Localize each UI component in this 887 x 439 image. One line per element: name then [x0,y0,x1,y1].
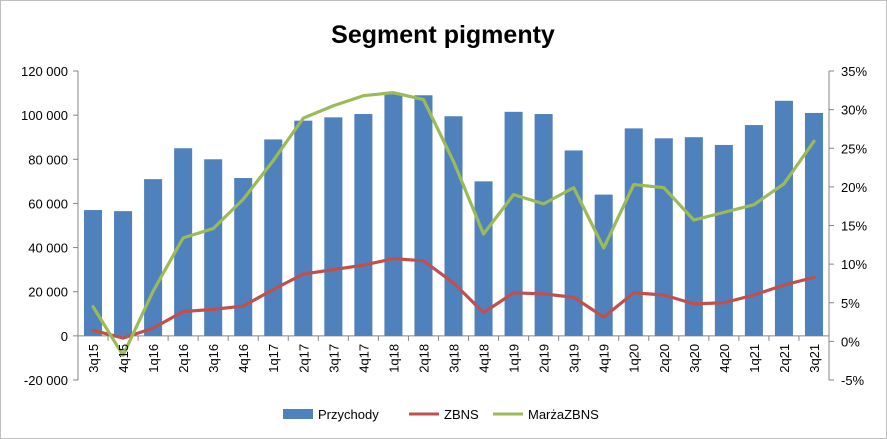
bar-przychody [714,144,733,336]
legend-swatch-przychody [283,409,313,419]
x-category-label: 3q17 [326,344,341,373]
y-right-tick-label: 15% [841,219,867,234]
y-left-tick-label: -20 000 [24,373,68,388]
x-category-label: 1q18 [386,344,401,373]
bar-przychody [144,179,163,336]
x-category-label: 4q16 [236,344,251,373]
y-left-tick-label: 120 000 [21,64,68,79]
x-axis-labels: 3q15 4q15 1q16 2q16 3q16 4q16 1q17 2q17 3q17 4q17… [86,344,822,373]
chart-title: Segment pigmenty [331,21,555,49]
legend-label-przychody: Przychody [318,407,379,422]
bar-przychody [174,148,193,336]
y-right-tick-label: 25% [841,141,867,156]
y-left-tick-label: 80 000 [28,152,68,167]
legend-label-mar-azbns: MarżaZBNS [528,407,599,422]
bar-przychody [594,194,613,336]
x-category-label: 4q17 [356,344,371,373]
bar-przychody [774,100,793,336]
bar-przychody [354,114,373,336]
axes: -20 000 0 20 000 40 000 60 000 80 000 100 000 1… [21,64,867,388]
x-category-label: 2q16 [176,344,191,373]
bar-przychody [564,150,583,336]
line-zbns [91,257,816,340]
y-right-tick-label: 10% [841,257,867,272]
bar-przychody [804,112,823,336]
y-left-tick-label: 0 [61,329,68,344]
x-category-label: 2q21 [777,344,792,373]
x-category-label: 1q16 [146,344,161,373]
bar-przychody [504,111,523,336]
bar-przychody [684,137,703,336]
x-category-label: 3q15 [86,344,101,373]
x-category-label: 1q20 [627,344,642,373]
y-left-tick-label: 40 000 [28,241,68,256]
bar-przychody [534,114,553,336]
y-right-tick-label: 20% [841,180,867,195]
y-right-tick-label: -5% [841,373,865,388]
x-category-label: 1q17 [266,344,281,373]
y-left-tick-label: 100 000 [21,108,68,123]
bar-przychody [294,120,313,336]
x-category-label: 2q17 [296,344,311,373]
bar-series-group [84,94,823,336]
y-right-tick-label: 5% [841,296,860,311]
x-category-label: 1q21 [747,344,762,373]
y-right-tick-label: 0% [841,334,860,349]
bar-przychody [204,159,223,336]
bar-przychody [324,117,343,336]
x-category-label: 2q19 [537,344,552,373]
y-right-tick-label: 30% [841,103,867,118]
bar-przychody [384,94,403,336]
legend-label-zbns: ZBNS [444,407,479,422]
line-mar-azbns [91,91,816,357]
bar-przychody [624,128,643,336]
bar-przychody [654,138,673,336]
bar-przychody [84,210,103,336]
x-category-label: 4q18 [477,344,492,373]
y-left-tick-label: 20 000 [28,285,68,300]
x-category-label: 4q15 [116,344,131,373]
x-category-label: 1q19 [507,344,522,373]
x-category-label: 2q18 [416,344,431,373]
x-category-label: 3q16 [206,344,221,373]
line-series-group [91,91,816,357]
x-category-label: 2q20 [657,344,672,373]
bar-przychody [744,125,763,336]
x-category-label: 4q19 [597,344,612,373]
x-category-label: 3q21 [807,344,822,373]
y-left-tick-label: 60 000 [28,196,68,211]
bar-przychody [414,95,433,336]
bar-przychody [234,178,253,336]
x-category-label: 4q20 [717,344,732,373]
x-category-label: 3q19 [567,344,582,373]
legend: Przychody ZBNS MarżaZBNS [283,407,599,422]
y-right-tick-label: 35% [841,64,867,79]
x-category-label: 3q20 [687,344,702,373]
x-category-label: 3q18 [447,344,462,373]
bar-przychody [114,211,133,336]
